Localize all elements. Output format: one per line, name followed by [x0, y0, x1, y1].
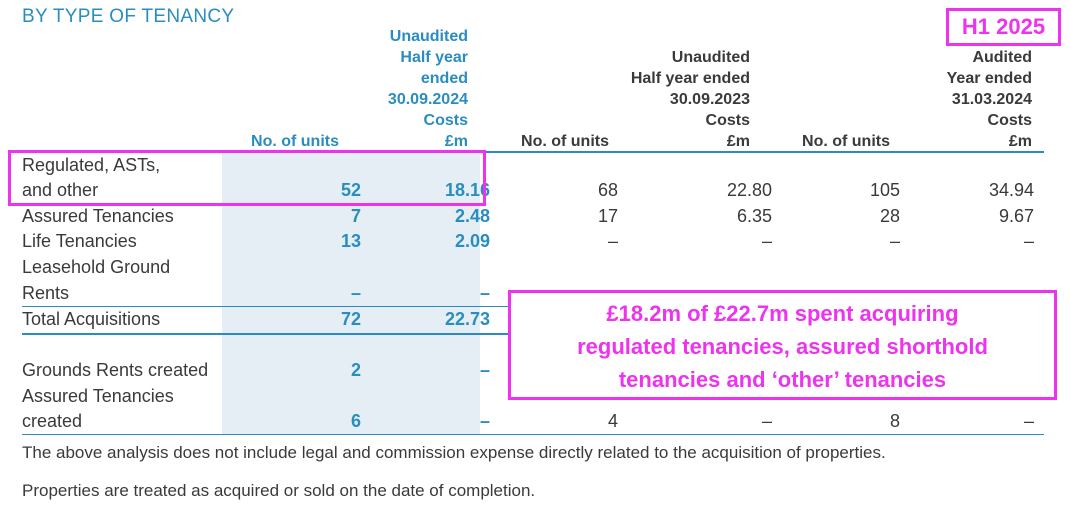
- cell: 6: [350, 411, 361, 431]
- table-row-leasehold: Rents – –: [22, 283, 1044, 309]
- period-badge: H1 2025: [946, 8, 1061, 46]
- cell: –: [761, 411, 772, 431]
- cell: –: [761, 231, 772, 251]
- header-rule: [222, 151, 1044, 153]
- header-h1-2023: Unaudited Half year ended 30.09.2023 Cos…: [630, 49, 750, 150]
- section-title: BY TYPE OF TENANCY: [22, 6, 235, 27]
- footnote-2: Properties are treated as acquired or so…: [22, 481, 536, 500]
- cell: 13: [340, 231, 361, 251]
- cell: 2.48: [454, 206, 490, 226]
- cell: –: [889, 231, 900, 251]
- header-fy-2024: Audited Year ended 31.03.2024 Costs £m: [946, 49, 1032, 150]
- cell: 17: [597, 206, 618, 226]
- table-row-regulated-1: Regulated, ASTs,: [22, 155, 1044, 181]
- cell: –: [479, 411, 490, 431]
- cell: 28: [879, 206, 900, 226]
- cell: –: [350, 283, 361, 303]
- table-row-grounds: Grounds Rents created 2 –: [22, 360, 1044, 386]
- cell: 105: [869, 180, 900, 200]
- table-row-total: Total Acquisitions 72 22.73: [22, 309, 1044, 335]
- row-label: Total Acquisitions: [22, 309, 161, 329]
- table-row-assured-created: created 6 – 4 – 8 –: [22, 411, 1044, 437]
- cell: 34.94: [988, 180, 1034, 200]
- row-label: Life Tenancies: [22, 231, 137, 251]
- header-h1-2024: Unaudited Half year ended 30.09.2024 Cos…: [387, 28, 468, 150]
- row-label: created: [22, 411, 83, 431]
- cell: 72: [340, 309, 361, 329]
- cell: –: [1023, 411, 1034, 431]
- units-header-2023: No. of units: [521, 133, 609, 150]
- cell: 52: [340, 180, 361, 200]
- cell: 7: [350, 206, 361, 226]
- cell: 6.35: [736, 206, 772, 226]
- table-row-assured-created-1: Assured Tenancies: [22, 386, 1044, 412]
- cell: 68: [597, 180, 618, 200]
- table-row-assured: Assured Tenancies 7 2.48 17 6.35 28 9.67: [22, 206, 1044, 232]
- highlight-box-regulated: [8, 150, 486, 206]
- cell: 4: [607, 411, 618, 431]
- table-row-leasehold-1: Leasehold Ground: [22, 257, 1044, 283]
- row-label: Leasehold Ground: [22, 257, 171, 277]
- row-label: Assured Tenancies: [22, 206, 174, 226]
- cell: 22.80: [726, 180, 772, 200]
- cell: 9.67: [998, 206, 1034, 226]
- row-label: Grounds Rents created: [22, 360, 209, 380]
- table-row-regulated: and other 52 18.16 68 22.80 105 34.94: [22, 180, 1044, 206]
- units-header-2024: No. of units: [251, 133, 339, 150]
- cell: 18.16: [444, 180, 490, 200]
- units-header-fy2024: No. of units: [802, 133, 890, 150]
- callout-line: £18.2m of £22.7m spent acquiring: [606, 301, 959, 326]
- annotation-callout: £18.2m of £22.7m spent acquiring regulat…: [508, 290, 1057, 400]
- cell: –: [1023, 231, 1034, 251]
- cell: 2: [350, 360, 361, 380]
- table-row-life: Life Tenancies 13 2.09 – – – –: [22, 231, 1044, 257]
- cell: 8: [889, 411, 900, 431]
- row-label: and other: [22, 180, 99, 200]
- cell: 2.09: [454, 231, 490, 251]
- row-label: Assured Tenancies: [22, 386, 174, 406]
- callout-line: tenancies and ‘other’ tenancies: [618, 367, 947, 392]
- cell: –: [479, 360, 490, 380]
- cell: –: [479, 283, 490, 303]
- highlight-column-shading: [222, 150, 480, 434]
- callout-line: regulated tenancies, assured shorthold: [577, 334, 988, 359]
- table-bottom-rule: [22, 434, 1044, 435]
- footnote-1: The above analysis does not include lega…: [22, 443, 886, 462]
- cell: –: [607, 231, 618, 251]
- cell: 22.73: [444, 309, 490, 329]
- row-label: Regulated, ASTs,: [22, 155, 161, 175]
- row-label: Rents: [22, 283, 70, 303]
